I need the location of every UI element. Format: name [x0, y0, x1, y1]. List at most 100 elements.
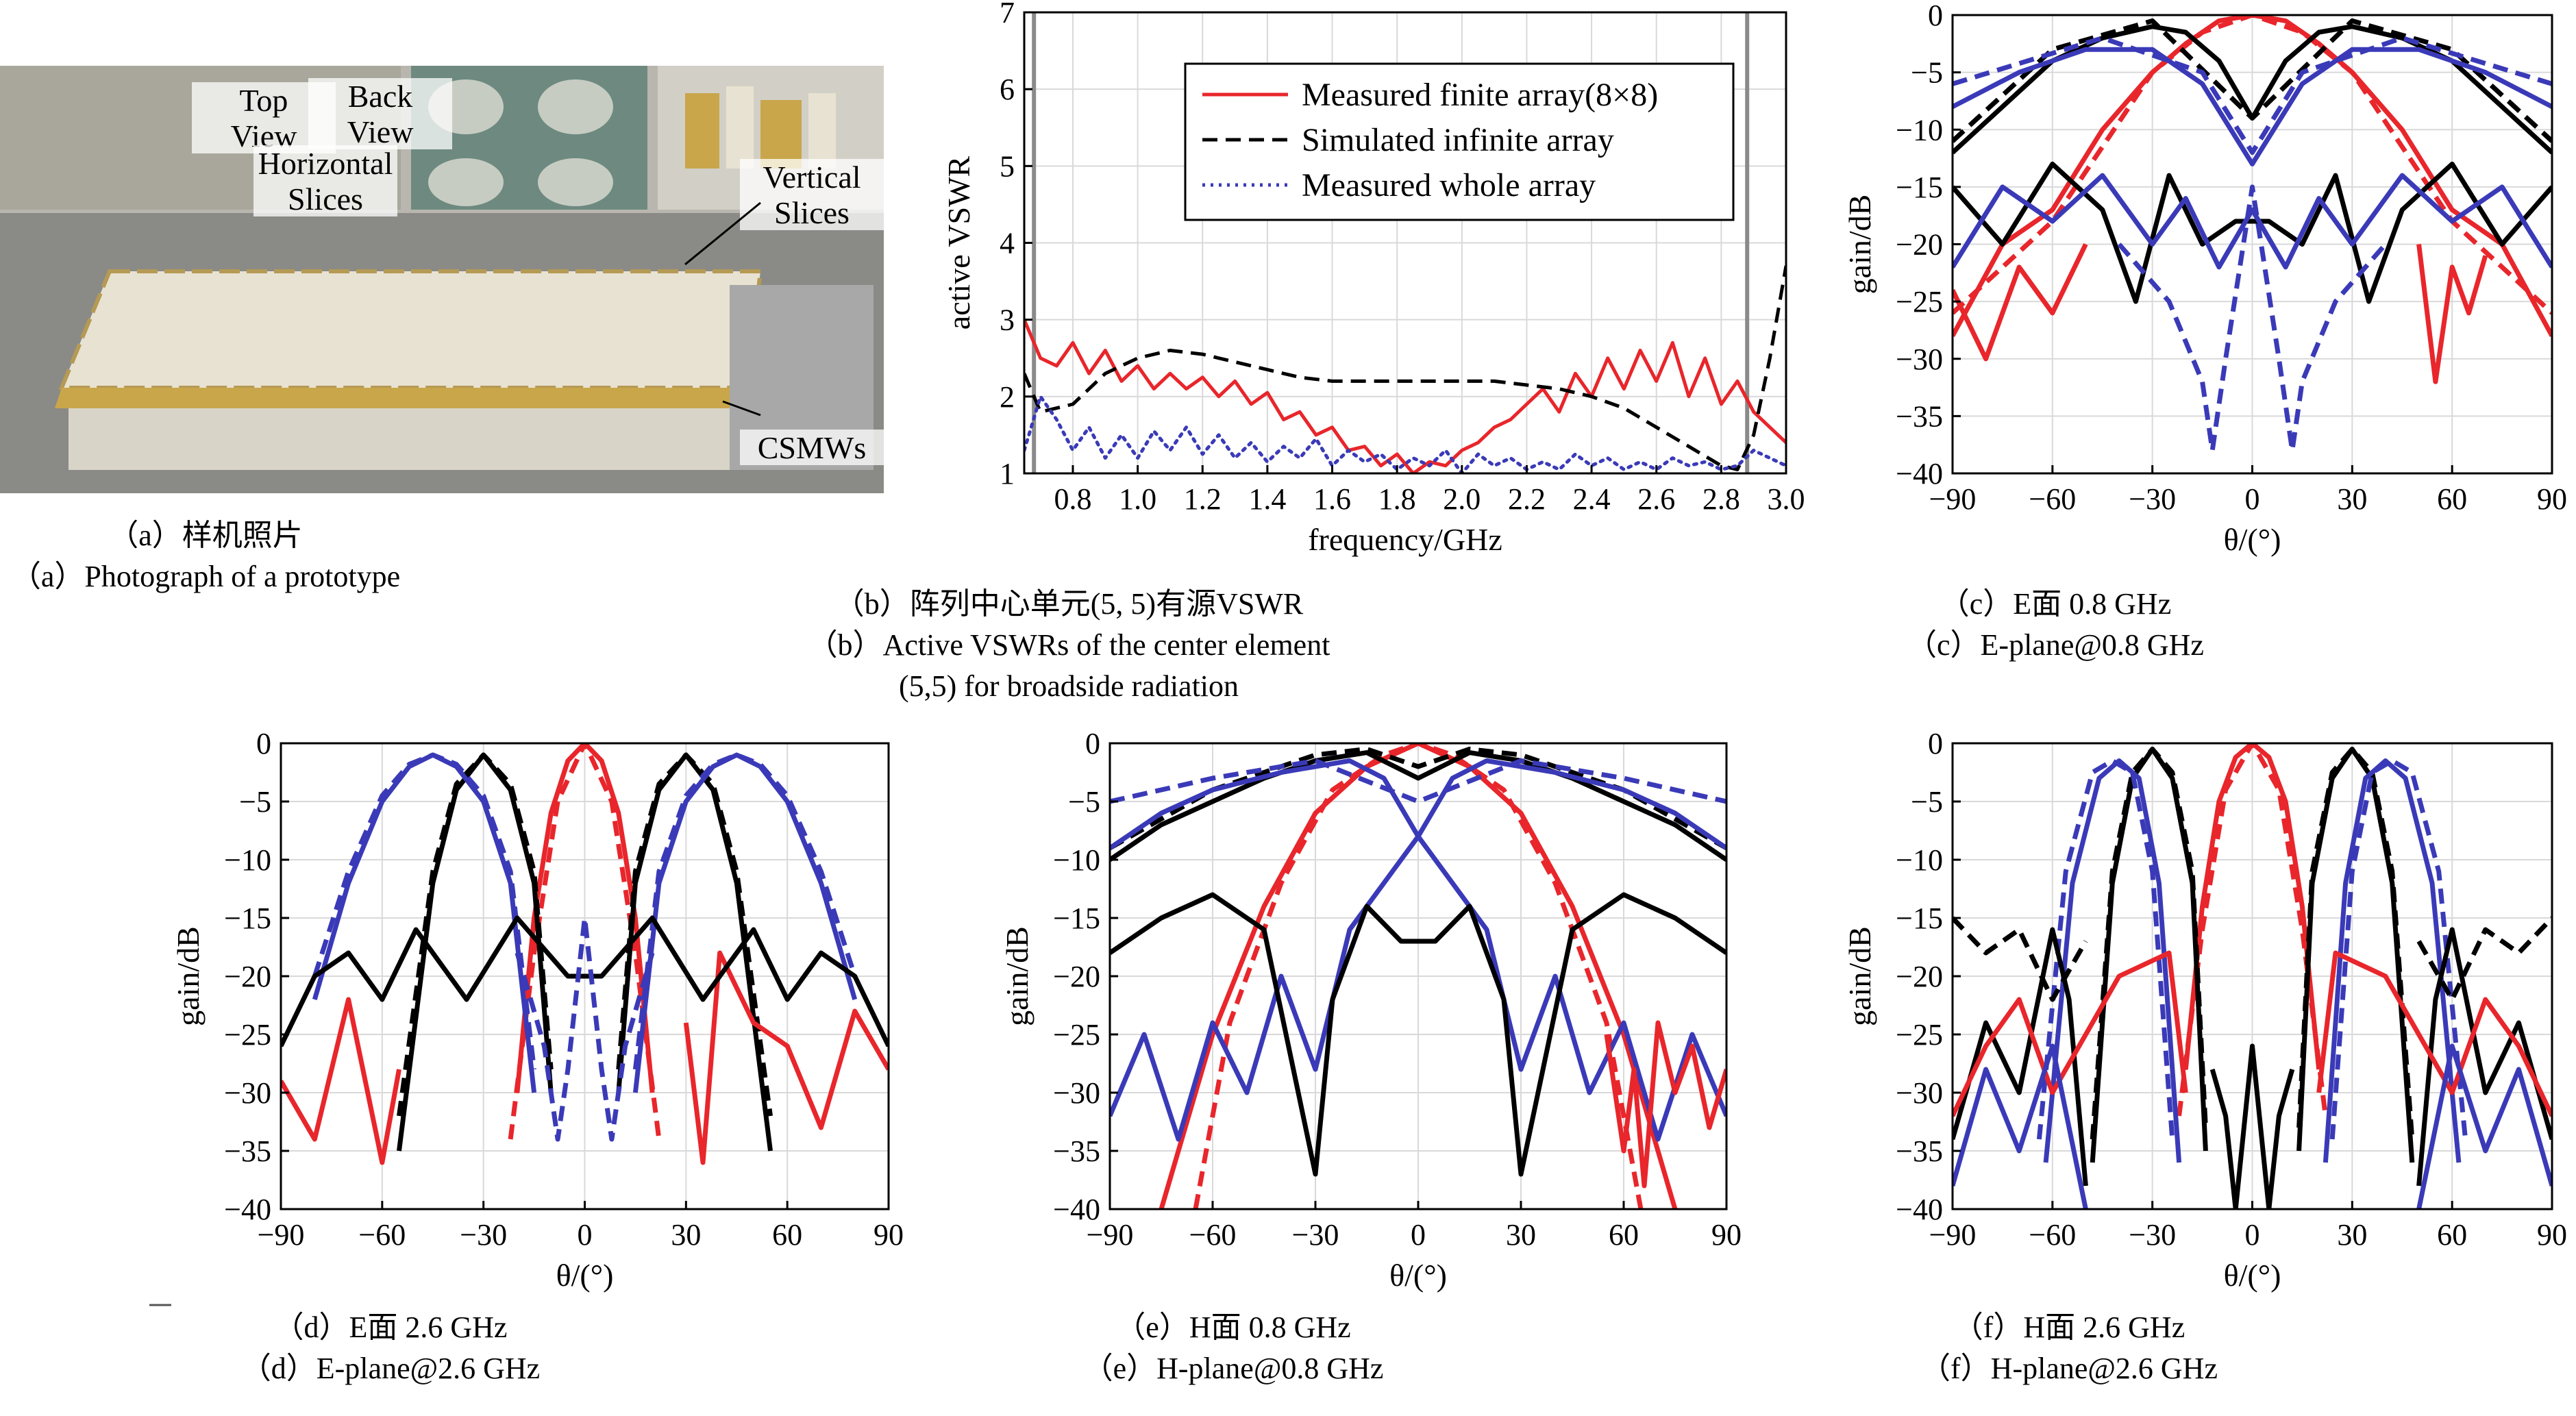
x-tick-label: 30	[2337, 1218, 2367, 1252]
x-tick-label: 90	[874, 1218, 904, 1252]
series-line-d-10	[281, 997, 401, 1165]
x-axis-label: θ/(°)	[2224, 1258, 2281, 1293]
caption-b-en: （b）Active VSWRs of the center element	[807, 628, 1330, 662]
y-tick-label: 7	[1000, 0, 1015, 29]
series-line-f-0	[2183, 743, 2322, 1070]
series-line-d-0	[515, 743, 655, 1093]
prototype-photo-drawing: TopViewBackViewHorizontalSlicesVerticalS…	[0, 66, 884, 493]
photo-label-bg-back_view	[308, 114, 452, 149]
photo-label-bg-vertical_slices	[740, 159, 884, 195]
chart-d: −90 −60 −30 0 30 60 90 0 −5 −10 −15 −20 −25 −30 −35 −40…	[171, 727, 904, 1293]
series-line-b-1	[1024, 265, 1786, 471]
y-tick-label: 5	[1000, 149, 1015, 183]
x-tick-label: −90	[1929, 482, 1977, 516]
x-tick-label: 90	[1711, 1218, 1742, 1252]
x-axis-label: θ/(°)	[556, 1258, 614, 1293]
y-tick-label: −35	[224, 1134, 271, 1168]
y-tick-label: −35	[1053, 1134, 1100, 1168]
series-line-d-9	[632, 752, 858, 1070]
photo-label-vertical_slices: Slices	[774, 195, 850, 230]
chart-f: −90 −60 −30 0 30 60 90 0 −5 −10 −15 −20 −25 −30 −35 −40…	[1842, 727, 2567, 1293]
series-group-d	[281, 743, 889, 1165]
y-tick-label: 2	[1000, 380, 1015, 414]
series-line-d-4	[397, 752, 554, 1117]
y-tick-label: 0	[256, 727, 271, 760]
caption-d: （d）E面 2.6 GHz （d）E-plane@2.6 GHz	[241, 1307, 540, 1389]
photo-label-vertical_slices: Vertical	[763, 160, 860, 195]
slice-piece	[685, 93, 719, 169]
y-tick-label: −40	[1896, 1193, 1943, 1226]
series-line-d-11	[683, 950, 889, 1165]
x-tick-label: 1.0	[1119, 482, 1156, 516]
series-line-d-7	[632, 752, 858, 1093]
legend-entry: Measured whole array	[1302, 167, 1596, 203]
caption-a-en: （a）Photograph of a prototype	[10, 560, 401, 593]
caption-c-cn: （c）E面 0.8 GHz	[1939, 587, 2172, 621]
y-tick-label: −30	[1896, 343, 1943, 376]
series-line-f-17	[2416, 1043, 2552, 1209]
legend-box	[1184, 62, 1735, 221]
caption-b-en-2: (5,5) for broadside radiation	[898, 669, 1239, 703]
caption-f: （f）H面 2.6 GHz （f）H-plane@2.6 GHz	[1920, 1307, 2218, 1389]
y-tick-label: −30	[224, 1076, 271, 1110]
caption-e-cn: （e）H面 0.8 GHz	[1115, 1311, 1351, 1344]
x-tick-label: 90	[2537, 482, 2567, 516]
series-line-f-6	[2043, 758, 2182, 1163]
series-line-c-3	[1953, 18, 2552, 143]
x-tick-label: −30	[2129, 482, 2176, 516]
x-axis-label: θ/(°)	[2224, 522, 2281, 557]
series-line-f-3	[2296, 747, 2415, 1163]
y-tick-label: −25	[1896, 285, 1943, 319]
series-line-f-16	[1953, 1043, 2088, 1209]
series-line-d-13	[515, 915, 655, 1142]
x-tick-label: 1.6	[1313, 482, 1351, 516]
x-tick-label: −30	[2129, 1218, 2176, 1252]
x-tick-label: 3.0	[1768, 482, 1805, 516]
y-tick-label: −20	[1896, 960, 1943, 993]
y-axis-label: gain/dB	[171, 926, 206, 1026]
photo-label-bg-vertical_slices	[740, 195, 884, 230]
photo-label-bg-csmws	[740, 430, 884, 465]
caption-c-en: （c）E-plane@0.8 GHz	[1907, 628, 2204, 662]
x-tick-label: 0	[578, 1218, 593, 1252]
y-tick-label: −40	[1053, 1193, 1100, 1226]
back-view-patch	[538, 158, 613, 206]
x-tick-label: 60	[2437, 1218, 2467, 1252]
series-line-c-7	[1953, 173, 2552, 270]
photo-arrow-csmw	[722, 400, 761, 417]
photo-label-bg-horizontal_slices	[253, 145, 397, 181]
caption-a: （a）样机照片 （a）Photograph of a prototype	[11, 515, 400, 597]
y-tick-label: −10	[1896, 843, 1943, 877]
x-tick-label: −60	[2029, 1218, 2076, 1252]
series-line-f-4	[2090, 747, 2208, 1140]
y-tick-label: −35	[1896, 1134, 1943, 1168]
x-tick-label: −30	[1292, 1218, 1339, 1252]
series-line-e-0	[1159, 743, 1678, 1209]
series-line-c-10	[2416, 244, 2488, 384]
photo-label-bg-back_view	[308, 78, 452, 114]
y-tick-label: −15	[1896, 902, 1943, 935]
feed-supports	[69, 408, 740, 470]
x-tick-label: −60	[358, 1218, 406, 1252]
photo-label-top_view: Top	[240, 83, 288, 118]
y-axis-label: gain/dB	[1842, 195, 1877, 295]
photo-label-back_view: Back	[348, 79, 413, 114]
y-tick-label: 3	[1000, 303, 1015, 337]
series-line-e-7	[1110, 892, 1726, 1177]
series-line-f-5	[2296, 747, 2415, 1140]
series-group-f	[1953, 743, 2552, 1209]
series-line-f-9	[2329, 758, 2468, 1140]
y-tick-label: −20	[224, 960, 271, 993]
y-tick-label: −40	[1896, 457, 1943, 490]
y-tick-label: 1	[1000, 457, 1015, 490]
x-tick-label: 0.8	[1054, 482, 1091, 516]
x-tick-label: 2.8	[1702, 482, 1740, 516]
x-tick-label: 1.4	[1248, 482, 1286, 516]
photo-label-bg-horizontal_slices	[253, 181, 397, 216]
y-tick-label: 4	[1000, 227, 1015, 260]
slice-piece	[726, 86, 754, 169]
series-line-d-5	[616, 752, 773, 1117]
series-line-c-4	[1953, 47, 2552, 166]
series-line-f-14	[1953, 950, 2188, 1117]
